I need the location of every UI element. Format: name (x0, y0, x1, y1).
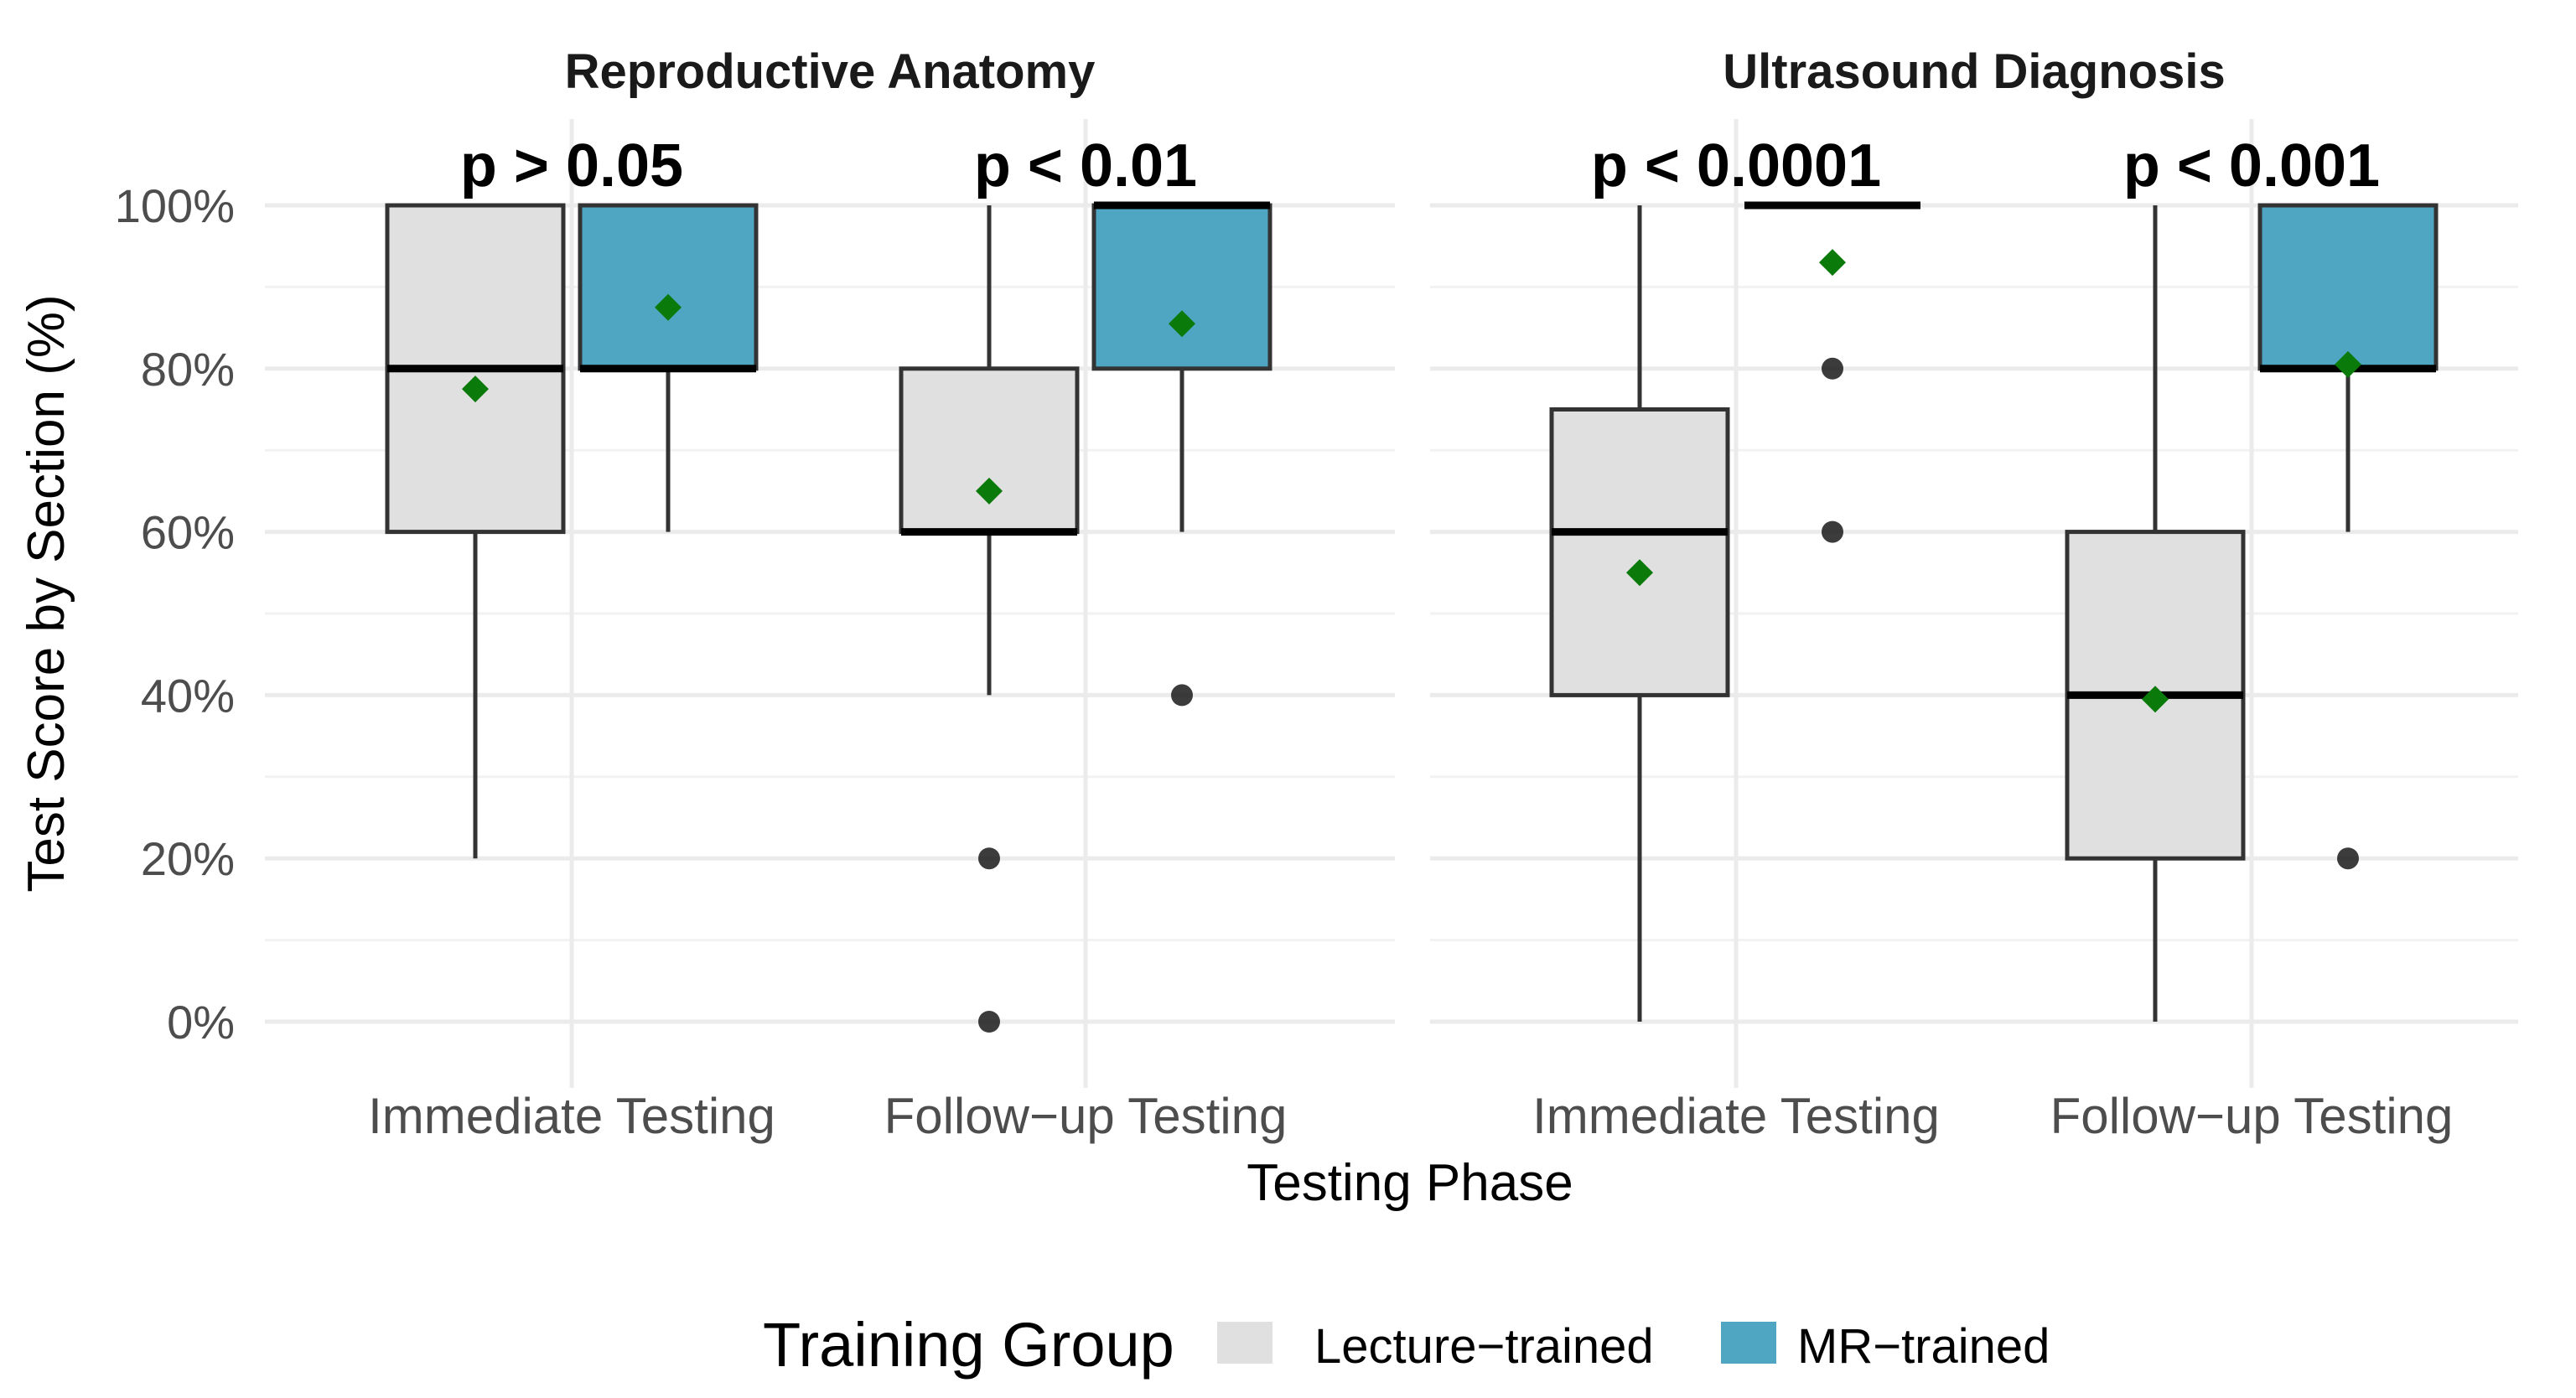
outlier-point (2337, 847, 2359, 870)
mean-marker (462, 375, 489, 403)
p-value-label: p < 0.01 (974, 132, 1197, 199)
panel-1: Reproductive Anatomy p > 0.05 Immediate Te… (265, 44, 1395, 1144)
box (1091, 203, 1272, 371)
outlier-point (1822, 520, 1843, 543)
box (2257, 203, 2439, 371)
p-value-label: p < 0.001 (2123, 132, 2380, 199)
outlier-point (1171, 684, 1193, 707)
box (1549, 407, 1730, 697)
y-tick-label: 100% (115, 179, 235, 232)
y-axis: 0% 20% 40% 60% 80% 100% (115, 179, 235, 1048)
y-tick-label: 60% (141, 506, 235, 559)
panel-title: Reproductive Anatomy (565, 44, 1096, 99)
mean-marker (1626, 559, 1653, 587)
x-tick-label: Follow−up Testing (884, 1088, 1288, 1144)
legend-label: MR−trained (1797, 1319, 2050, 1374)
mean-marker (655, 293, 682, 321)
y-axis-title: Test Score by Section (%) (18, 294, 75, 892)
box-group: p < 0.0001 Immediate Testing (1532, 132, 1940, 1144)
box (578, 203, 759, 371)
outlier-point (1822, 357, 1843, 380)
outlier-point (978, 847, 1000, 870)
mean-marker (976, 477, 1003, 505)
legend-key (1721, 1322, 1776, 1364)
x-tick-label: Immediate Testing (1532, 1088, 1940, 1144)
legend: Training Group Lecture−trained MR−trained (763, 1310, 2050, 1380)
panel-title: Ultrasound Diagnosis (1723, 44, 2225, 99)
y-tick-label: 40% (141, 669, 235, 722)
legend-key (1217, 1322, 1272, 1364)
outlier-point (978, 1011, 1000, 1033)
legend-title: Training Group (763, 1310, 1174, 1380)
box-group: p < 0.01 Follow−up Testing (884, 132, 1288, 1144)
box-group: p > 0.05 Immediate Testing (368, 132, 775, 1144)
mean-marker (1819, 249, 1846, 277)
box (899, 366, 1080, 535)
p-value-label: p < 0.0001 (1591, 132, 1881, 199)
panels: Reproductive Anatomy p > 0.05 Immediate Te… (265, 44, 2518, 1144)
p-value-label: p > 0.05 (460, 132, 683, 199)
y-tick-label: 0% (167, 996, 235, 1048)
y-tick-label: 80% (141, 343, 235, 396)
x-tick-label: Immediate Testing (368, 1088, 775, 1144)
x-tick-label: Follow−up Testing (2050, 1088, 2454, 1144)
mean-marker (2335, 350, 2361, 378)
x-axis-title: Testing Phase (1247, 1154, 1573, 1212)
box-group: p < 0.001 Follow−up Testing (2050, 132, 2454, 1144)
legend-label: Lecture−trained (1314, 1319, 1654, 1374)
panel-2: Ultrasound Diagnosis p < 0.0001 Immediate … (1430, 44, 2518, 1144)
mean-marker (2142, 686, 2169, 713)
y-tick-label: 20% (141, 832, 235, 885)
mean-marker (1169, 310, 1195, 338)
